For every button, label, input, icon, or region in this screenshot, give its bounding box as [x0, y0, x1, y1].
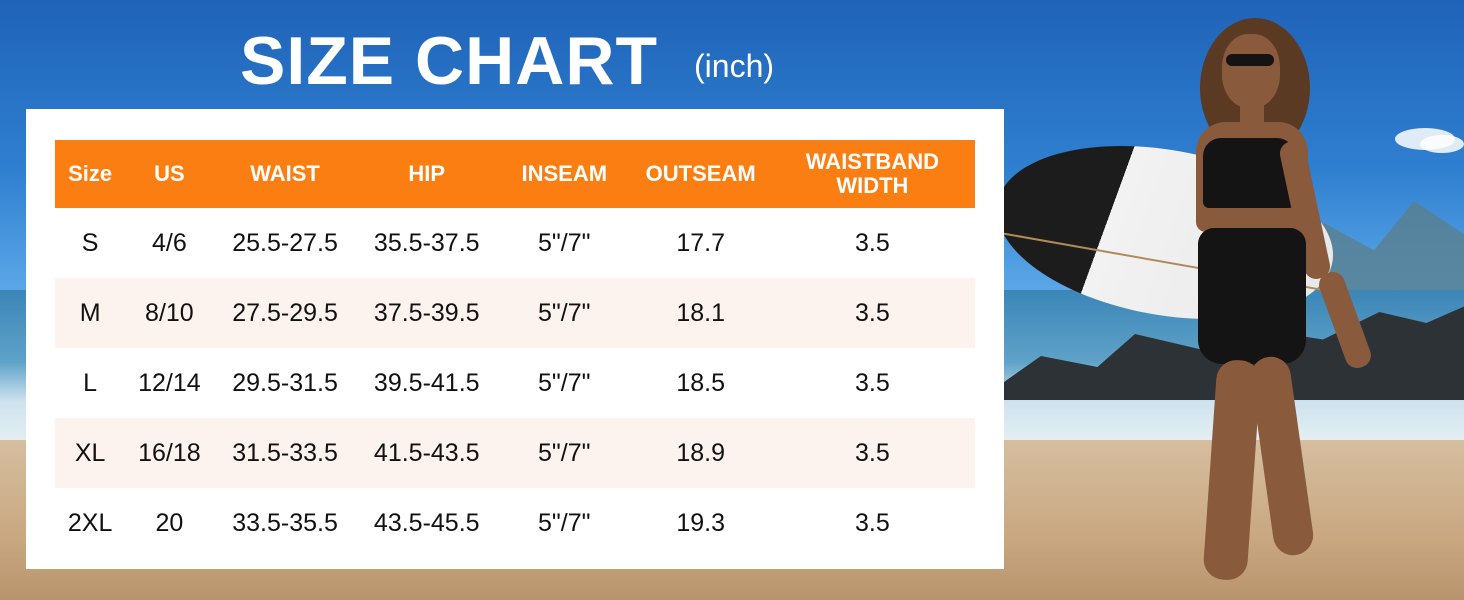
table-row: 2XL 20 33.5-35.5 43.5-45.5 5"/7" 19.3 3.…	[55, 488, 975, 558]
cell-outseam: 18.1	[631, 278, 770, 348]
cell-inseam: 5"/7"	[538, 368, 591, 397]
cell-outseam: 19.3	[676, 508, 725, 537]
cell-us: 8/10	[125, 278, 214, 348]
header-inseam: INSEAM	[496, 140, 632, 208]
cell-hip: 37.5-39.5	[356, 278, 497, 348]
cell-inseam: 5"/7"	[538, 228, 591, 257]
cell-waist: 27.5-29.5	[213, 278, 357, 348]
cell-inseam: 5"/7"	[496, 418, 632, 488]
table-header-row: Size US WAIST HIP INSEAM OUTSEAM WAISTBA…	[55, 140, 975, 208]
cell-waistband-width: 3.5	[854, 368, 890, 397]
cell-hip: 41.5-43.5	[356, 418, 497, 488]
cell-waist: 29.5-31.5	[232, 368, 338, 397]
table-row: XL 16/18 31.5-33.5 41.5-43.5 5"/7" 18.9 …	[55, 418, 975, 488]
header-waistband-width: WAISTBAND WIDTH	[769, 140, 975, 208]
cell-waistband-width: 3.5	[769, 278, 975, 348]
cell-outseam: 18.9	[631, 418, 770, 488]
cell-waistband-width: 3.5	[854, 508, 890, 537]
header-us: US	[125, 140, 214, 208]
header-waist: WAIST	[213, 140, 357, 208]
table-row: M 8/10 27.5-29.5 37.5-39.5 5"/7" 18.1 3.…	[55, 278, 975, 348]
cell-waist: 33.5-35.5	[232, 508, 338, 537]
cell-us: 4/6	[152, 228, 187, 257]
cell-hip: 43.5-45.5	[373, 508, 480, 537]
table-row: L 12/14 29.5-31.5 39.5-41.5 5"/7" 18.5 3…	[55, 348, 975, 418]
cell-size: 2XL	[67, 508, 113, 537]
cell-us: 20	[155, 508, 184, 537]
cell-waistband-width: 3.5	[769, 418, 975, 488]
cell-hip: 35.5-37.5	[373, 228, 480, 257]
header-size: Size	[55, 140, 126, 208]
cell-us: 12/14	[138, 368, 201, 397]
cell-waistband-width: 3.5	[854, 228, 890, 257]
cell-waist: 31.5-33.5	[213, 418, 357, 488]
size-table: Size US WAIST HIP INSEAM OUTSEAM WAISTBA…	[55, 140, 975, 558]
header-hip: HIP	[356, 140, 497, 208]
cell-size: XL	[55, 418, 126, 488]
cell-size: L	[83, 368, 98, 397]
cell-size: M	[55, 278, 126, 348]
cell-us: 16/18	[125, 418, 214, 488]
cell-inseam: 5"/7"	[496, 278, 632, 348]
header-outseam: OUTSEAM	[631, 140, 770, 208]
cell-hip: 39.5-41.5	[373, 368, 480, 397]
cell-outseam: 17.7	[676, 228, 725, 257]
cell-size: S	[81, 228, 99, 257]
cell-waist: 25.5-27.5	[232, 228, 338, 257]
cloud	[1420, 135, 1464, 153]
table-row: S 4/6 25.5-27.5 35.5-37.5 5"/7" 17.7 3.5	[55, 208, 975, 278]
cell-inseam: 5"/7"	[538, 508, 591, 537]
cell-outseam: 18.5	[676, 368, 725, 397]
page-title: SIZE CHART	[240, 23, 658, 99]
unit-label: (inch)	[694, 48, 775, 84]
